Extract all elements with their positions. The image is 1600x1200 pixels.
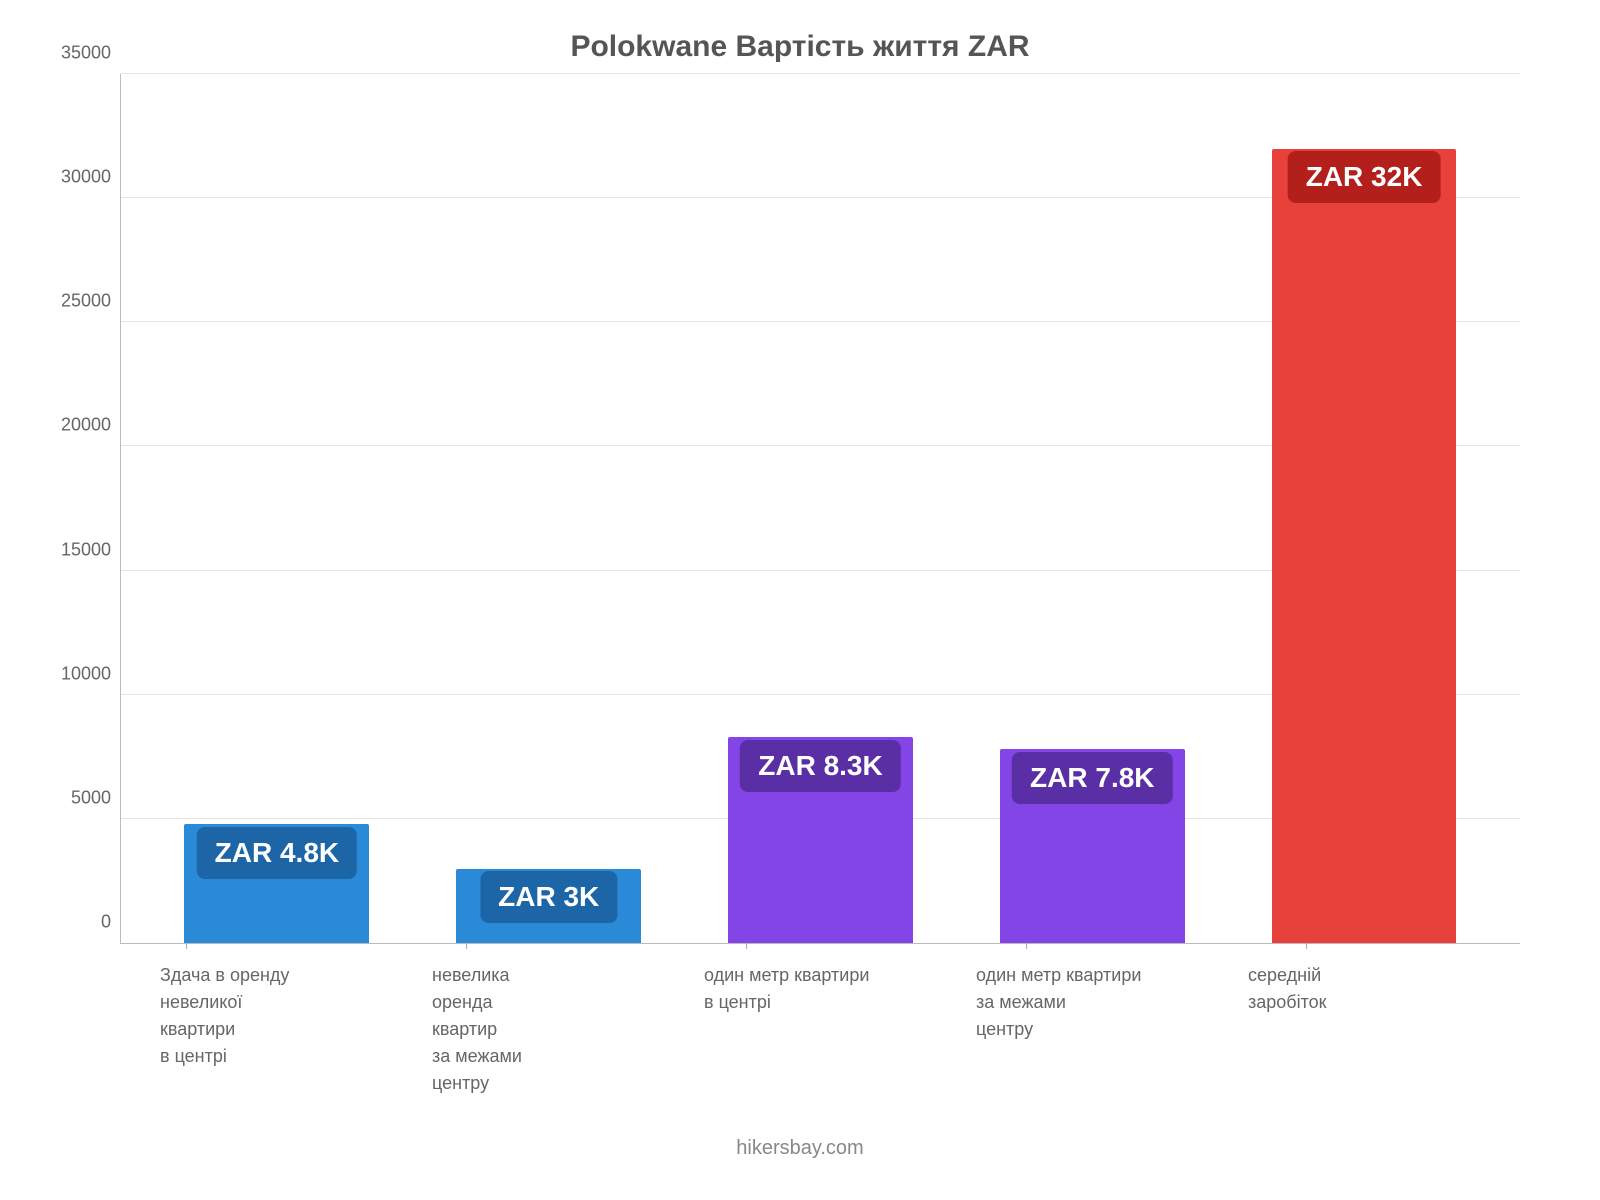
bar-value-label: ZAR 3K: [480, 871, 617, 923]
bar-slot: ZAR 3K: [413, 74, 685, 943]
bar-value-label: ZAR 4.8K: [197, 827, 357, 879]
x-axis-label: Здача в орендуневеликоїквартирив центрі: [140, 944, 412, 1097]
bar-slot: ZAR 4.8K: [141, 74, 413, 943]
x-axis-tick: [1026, 943, 1027, 949]
chart-footer: hikersbay.com: [40, 1137, 1560, 1160]
x-axis-tick: [186, 943, 187, 949]
y-axis-tick: 15000: [61, 539, 111, 560]
bar-value-label: ZAR 32K: [1288, 151, 1441, 203]
y-axis-tick: 0: [101, 912, 111, 933]
x-axis-labels: Здача в орендуневеликоїквартирив центрін…: [120, 944, 1520, 1097]
x-axis-tick: [746, 943, 747, 949]
y-axis-tick: 20000: [61, 415, 111, 436]
bar-slot: ZAR 7.8K: [956, 74, 1228, 943]
plot-area: 05000100001500020000250003000035000 ZAR …: [120, 74, 1520, 944]
y-axis-tick: 25000: [61, 291, 111, 312]
y-axis-tick: 30000: [61, 167, 111, 188]
y-axis-tick: 35000: [61, 43, 111, 64]
x-axis-label: один метр квартириза межамицентру: [956, 944, 1228, 1097]
x-axis-label: середнійзаробіток: [1228, 944, 1500, 1097]
x-axis-tick: [466, 943, 467, 949]
bar-slot: ZAR 8.3K: [685, 74, 957, 943]
x-axis-label: невеликаорендаквартирза межамицентру: [412, 944, 684, 1097]
bar-value-label: ZAR 7.8K: [1012, 752, 1172, 804]
bar-slot: ZAR 32K: [1228, 74, 1500, 943]
y-axis-tick: 5000: [71, 787, 111, 808]
x-axis-tick: [1306, 943, 1307, 949]
chart-title: Polokwane Вартість життя ZAR: [40, 30, 1560, 64]
y-axis-tick: 10000: [61, 663, 111, 684]
x-axis-label: один метр квартирив центрі: [684, 944, 956, 1097]
bars-container: ZAR 4.8K ZAR 3K ZAR 8.3K ZAR 7.8K ZAR 32K: [121, 74, 1520, 943]
bar: [1272, 149, 1457, 944]
bar-value-label: ZAR 8.3K: [740, 740, 900, 792]
cost-of-living-chart: Polokwane Вартість життя ZAR 05000100001…: [0, 0, 1600, 1200]
